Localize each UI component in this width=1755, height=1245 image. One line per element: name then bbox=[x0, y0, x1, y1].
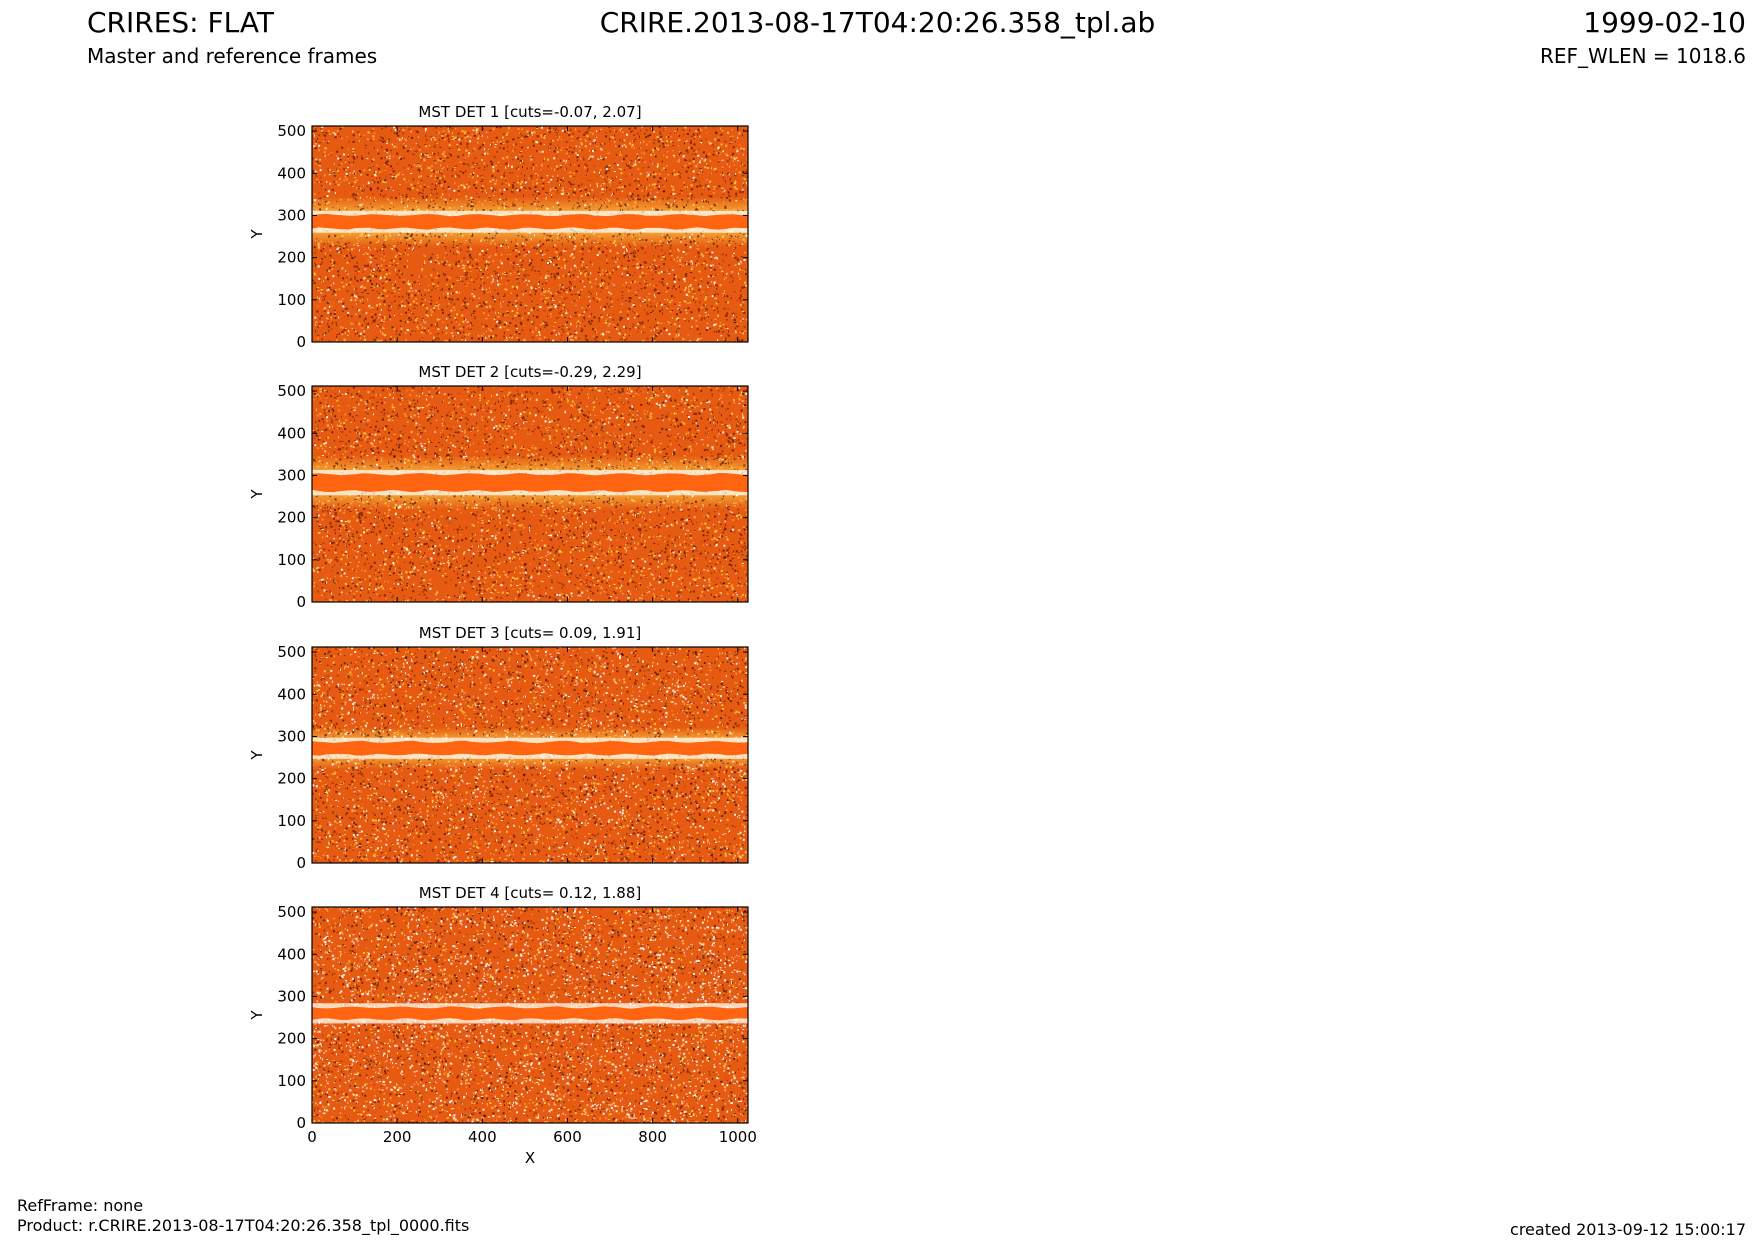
y-tick-label: 500 bbox=[277, 122, 306, 140]
x-tick-label: 0 bbox=[307, 1128, 317, 1146]
y-tick-label: 400 bbox=[277, 945, 306, 963]
x-tick-label: 200 bbox=[383, 1128, 412, 1146]
y-tick-label: 0 bbox=[296, 854, 306, 872]
noise-yellow bbox=[312, 386, 748, 602]
detector-plots: MST DET 1 [cuts=-0.07, 2.07] 0 100 200 300 40… bbox=[248, 103, 757, 1167]
x-tick-label: 400 bbox=[468, 1128, 497, 1146]
detector-image-2 bbox=[312, 386, 748, 602]
noise-white bbox=[314, 387, 748, 602]
x-tick-label: 800 bbox=[638, 1128, 667, 1146]
plot-title: MST DET 2 [cuts=-0.29, 2.29] bbox=[418, 363, 641, 381]
detector-plot-3: MST DET 3 [cuts= 0.09, 1.91] 0 100 200 300 40… bbox=[248, 624, 749, 872]
created-label: created 2013-09-12 15:00:17 bbox=[1510, 1220, 1746, 1239]
spectral-band bbox=[312, 1006, 748, 1021]
y-tick-label: 400 bbox=[277, 164, 306, 182]
y-tick-label: 100 bbox=[277, 551, 306, 569]
y-tick-label: 500 bbox=[277, 643, 306, 661]
y-tick-label: 200 bbox=[277, 249, 306, 267]
detector-image-1 bbox=[312, 126, 748, 342]
date-label: 1999-02-10 bbox=[1583, 6, 1746, 39]
x-tick-label: 600 bbox=[553, 1128, 582, 1146]
page-title: CRIRES: FLAT bbox=[87, 6, 274, 39]
y-tick-label: 0 bbox=[296, 593, 306, 611]
noise-dark bbox=[312, 647, 748, 863]
y-tick-label: 400 bbox=[277, 685, 306, 703]
detector-image-4 bbox=[312, 907, 748, 1123]
y-tick-label: 0 bbox=[296, 1114, 306, 1132]
spectral-band bbox=[312, 473, 748, 493]
y-tick-label: 300 bbox=[277, 987, 306, 1005]
spectral-band bbox=[312, 213, 748, 230]
noise-white bbox=[312, 647, 748, 863]
y-tick-label: 100 bbox=[277, 1072, 306, 1090]
y-tick-label: 500 bbox=[277, 382, 306, 400]
refframe-label: RefFrame: none bbox=[17, 1196, 144, 1215]
plot-frame bbox=[311, 125, 749, 343]
y-tick-label: 500 bbox=[277, 903, 306, 921]
detector-plot-1: MST DET 1 [cuts=-0.07, 2.07] 0 100 200 300 40… bbox=[248, 103, 749, 351]
y-tick-label: 200 bbox=[277, 509, 306, 527]
plot-title: MST DET 4 [cuts= 0.12, 1.88] bbox=[419, 884, 642, 902]
y-axis-label: Y bbox=[248, 489, 266, 500]
y-tick-label: 300 bbox=[277, 727, 306, 745]
y-tick-label: 300 bbox=[277, 206, 306, 224]
spectral-band bbox=[312, 740, 748, 756]
y-axis-label: Y bbox=[248, 750, 266, 761]
x-tick-label: 1000 bbox=[719, 1128, 757, 1146]
noise-dark bbox=[312, 126, 748, 342]
plot-title: MST DET 1 [cuts=-0.07, 2.07] bbox=[418, 103, 641, 121]
file-title: CRIRE.2013-08-17T04:20:26.358_tpl.ab bbox=[599, 6, 1156, 39]
page-subtitle: Master and reference frames bbox=[87, 44, 378, 68]
y-axis-label: Y bbox=[248, 229, 266, 240]
y-tick-label: 100 bbox=[277, 812, 306, 830]
plot-title: MST DET 3 [cuts= 0.09, 1.91] bbox=[419, 624, 642, 642]
y-tick-label: 0 bbox=[296, 333, 306, 351]
ref-wlen-label: REF_WLEN = 1018.6 bbox=[1539, 44, 1746, 68]
product-label: Product: r.CRIRE.2013-08-17T04:20:26.358… bbox=[17, 1216, 470, 1235]
x-axis-label: X bbox=[525, 1149, 535, 1167]
plot-frame bbox=[311, 906, 749, 1124]
detector-plot-4: MST DET 4 [cuts= 0.12, 1.88] 0 100 200 300 40… bbox=[248, 884, 757, 1167]
detector-plot-2: MST DET 2 [cuts=-0.29, 2.29] 0 100 200 300 40… bbox=[248, 363, 749, 611]
noise-yellow bbox=[312, 126, 748, 342]
y-tick-label: 200 bbox=[277, 770, 306, 788]
y-tick-label: 100 bbox=[277, 291, 306, 309]
y-tick-label: 200 bbox=[277, 1030, 306, 1048]
plot-frame bbox=[311, 646, 749, 864]
plot-frame bbox=[311, 385, 749, 603]
y-tick-label: 300 bbox=[277, 466, 306, 484]
y-tick-label: 400 bbox=[277, 424, 306, 442]
y-axis-label: Y bbox=[248, 1010, 266, 1021]
detector-image-3 bbox=[312, 647, 748, 863]
